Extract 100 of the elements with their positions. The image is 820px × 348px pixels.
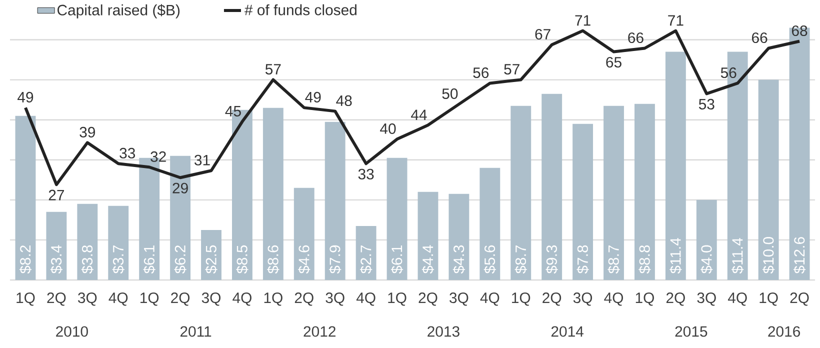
data-label: 33 bbox=[358, 168, 374, 180]
data-label: $4.3 bbox=[452, 245, 465, 274]
bar bbox=[356, 226, 376, 280]
bar bbox=[510, 106, 532, 280]
data-label: $2.7 bbox=[360, 245, 372, 274]
data-label: $3.7 bbox=[112, 245, 124, 274]
bar bbox=[201, 230, 222, 280]
data-label: $6.1 bbox=[143, 245, 156, 274]
x-tick-label: 3Q bbox=[326, 292, 344, 306]
text: 2010 bbox=[56, 326, 88, 337]
x-tick-label: 2Q bbox=[542, 292, 562, 306]
bar bbox=[634, 104, 655, 280]
x-tick-label: 2Q bbox=[171, 292, 190, 306]
data-label: $11.4 bbox=[670, 238, 682, 274]
data-label: $4.4 bbox=[422, 245, 434, 274]
x-tick-label: 3Q bbox=[573, 292, 592, 306]
x-tick-label: 1Q bbox=[140, 292, 159, 306]
data-label: $3.8 bbox=[81, 245, 94, 274]
bar bbox=[604, 106, 624, 280]
data-label: 56 bbox=[473, 67, 489, 78]
bar bbox=[77, 204, 98, 280]
x-tick-label: 4Q bbox=[356, 292, 376, 306]
data-label: $10.0 bbox=[762, 237, 775, 274]
x-tick-label: 4Q bbox=[232, 292, 252, 306]
data-label: 48 bbox=[336, 95, 352, 106]
bar bbox=[108, 206, 129, 280]
text: 2013 bbox=[428, 326, 460, 337]
text: 2016 bbox=[768, 326, 800, 337]
bar bbox=[386, 158, 408, 280]
data-label: 57 bbox=[265, 64, 281, 75]
data-label: $8.5 bbox=[236, 245, 248, 274]
bar bbox=[758, 80, 779, 280]
legend-label: Capital raised ($B) bbox=[58, 4, 180, 18]
data-label: $4.0 bbox=[700, 245, 713, 274]
data-label: 65 bbox=[606, 56, 622, 68]
data-label: 71 bbox=[575, 15, 590, 26]
data-label: $6.2 bbox=[174, 245, 186, 274]
x-tick-label: 2Q bbox=[294, 292, 314, 306]
data-label: $8.2 bbox=[19, 245, 32, 274]
x-tick-label: 2Q bbox=[666, 292, 685, 306]
bar bbox=[170, 156, 191, 280]
data-label: 33 bbox=[120, 148, 136, 158]
x-tick-label: 3Q bbox=[697, 292, 716, 306]
bar bbox=[696, 200, 717, 280]
x-tick-label: 2Q bbox=[418, 292, 438, 306]
data-label: 50 bbox=[442, 88, 458, 99]
x-tick-label: 4Q bbox=[728, 292, 747, 306]
data-label: $8.7 bbox=[608, 245, 620, 274]
x-tick-label: 2Q bbox=[790, 292, 809, 306]
x-tick-label: 1Q bbox=[636, 292, 654, 306]
data-label: 45 bbox=[225, 106, 241, 116]
bar bbox=[418, 192, 438, 280]
bar bbox=[572, 124, 594, 280]
data-label: $7.8 bbox=[576, 245, 589, 274]
data-label: $6.1 bbox=[390, 245, 404, 274]
data-label: 68 bbox=[792, 25, 808, 36]
data-label: 29 bbox=[172, 182, 188, 194]
data-label: $3.4 bbox=[50, 245, 62, 274]
data-label: $2.5 bbox=[205, 245, 218, 274]
bar bbox=[294, 188, 314, 280]
data-label: $9.3 bbox=[546, 245, 558, 274]
bar bbox=[15, 116, 36, 280]
text: 2012 bbox=[304, 326, 336, 337]
data-label: 53 bbox=[698, 98, 714, 110]
data-label: 66 bbox=[628, 32, 644, 44]
data-label: 66 bbox=[752, 32, 768, 44]
data-label: $12.6 bbox=[793, 237, 806, 274]
data-label: 49 bbox=[18, 92, 34, 102]
bar bbox=[789, 28, 810, 280]
x-tick-label: 2Q bbox=[47, 292, 66, 306]
bar bbox=[262, 108, 284, 280]
x-tick-label: 1Q bbox=[512, 292, 530, 306]
bar bbox=[448, 194, 470, 280]
data-label: $8.7 bbox=[514, 245, 527, 274]
text: 2014 bbox=[551, 326, 584, 337]
x-tick-label: 3Q bbox=[78, 292, 97, 306]
data-label: $7.9 bbox=[329, 245, 342, 274]
text: 2011 bbox=[180, 326, 212, 337]
data-label: $11.4 bbox=[732, 238, 744, 274]
x-tick-label: 3Q bbox=[450, 292, 468, 306]
bar bbox=[46, 212, 67, 280]
data-label: 67 bbox=[535, 28, 550, 40]
bar bbox=[480, 168, 500, 280]
data-label: $5.6 bbox=[484, 245, 496, 274]
x-tick-label: 1Q bbox=[388, 292, 406, 306]
x-tick-label: 4Q bbox=[108, 292, 128, 306]
x-tick-label: 1Q bbox=[16, 292, 35, 306]
x-tick-label: 1Q bbox=[760, 292, 778, 306]
data-label: 56 bbox=[720, 67, 736, 78]
legend-label: # of funds closed bbox=[244, 4, 356, 16]
text: 2015 bbox=[675, 326, 708, 337]
x-tick-label: 4Q bbox=[604, 292, 624, 306]
x-tick-label: 1Q bbox=[264, 292, 282, 306]
data-label: 32 bbox=[150, 151, 166, 162]
data-label: 44 bbox=[411, 110, 427, 120]
x-tick-label: 3Q bbox=[202, 292, 220, 306]
data-label: 71 bbox=[668, 15, 684, 26]
x-tick-label: 4Q bbox=[480, 292, 500, 306]
bar bbox=[542, 94, 562, 280]
data-label: 40 bbox=[380, 123, 396, 134]
